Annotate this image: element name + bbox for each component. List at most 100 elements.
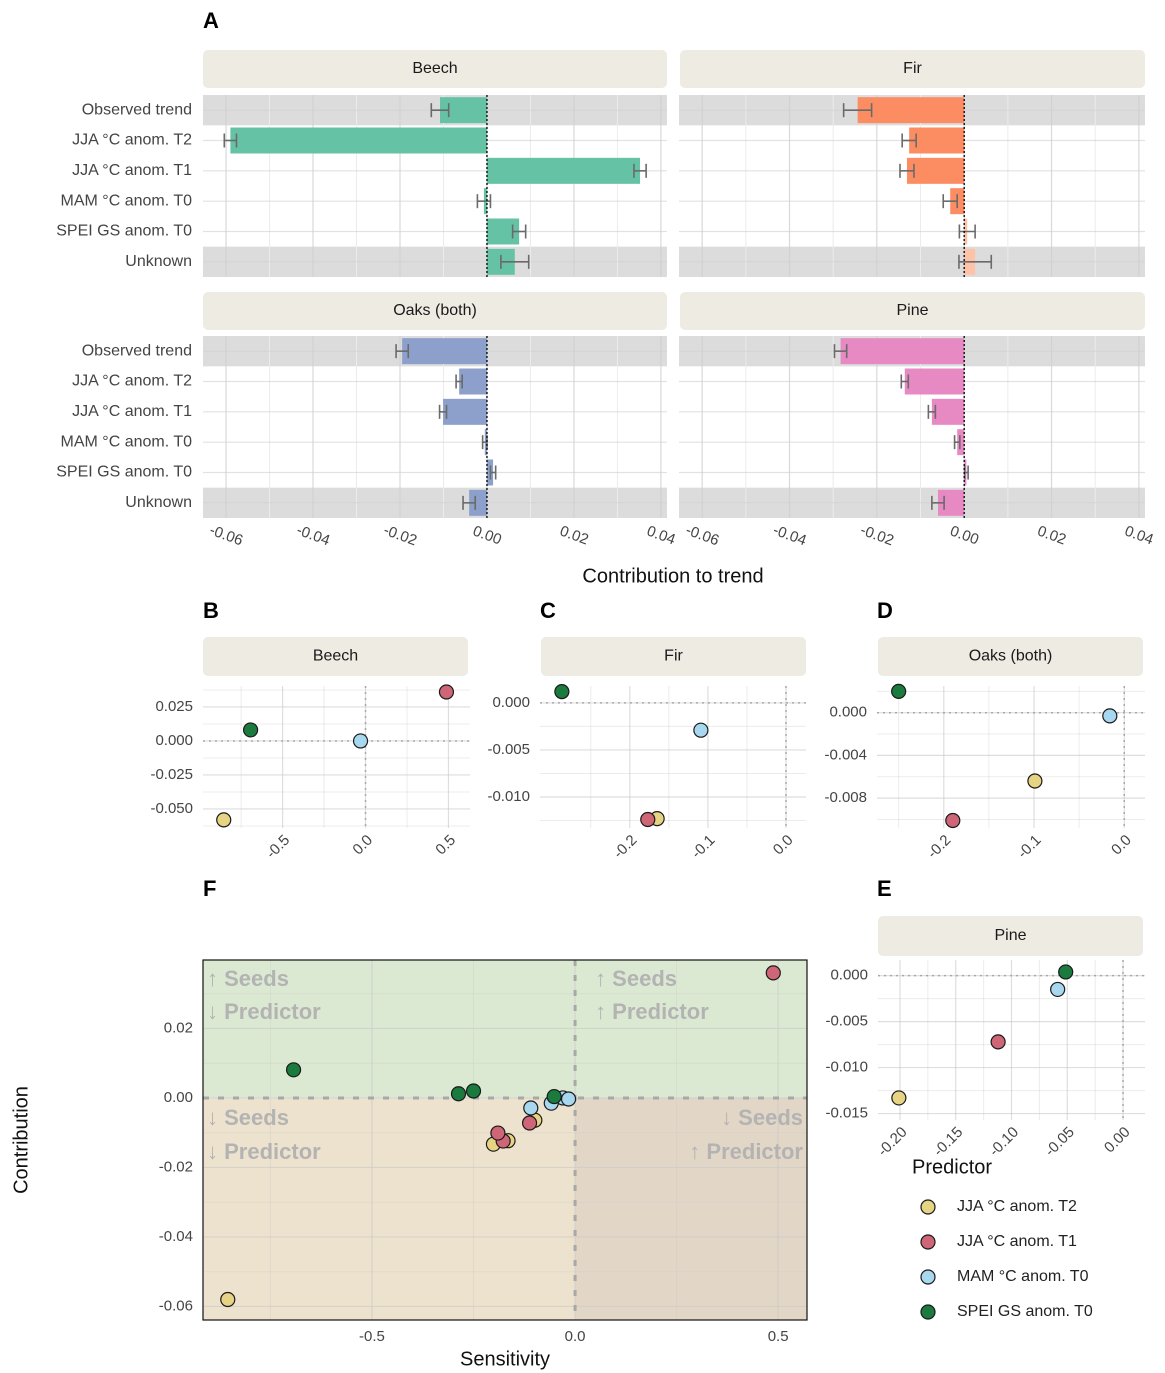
bar: [402, 338, 487, 365]
bar: [230, 127, 487, 154]
quadrant-label: ↓ Predictor: [207, 999, 321, 1024]
x-axis-title: Contribution to trend: [582, 565, 763, 587]
y-tick-label: -0.025: [150, 766, 193, 783]
facet-strip: [680, 50, 1145, 88]
point: [560, 1091, 577, 1107]
x-tick-label: -0.1: [688, 832, 718, 862]
y-tick-label: 0.000: [829, 704, 867, 721]
x-tick-label: -0.10: [986, 1124, 1022, 1160]
error-bar: [958, 224, 976, 239]
point: [693, 722, 709, 738]
point: [1050, 981, 1066, 998]
legend-key: [920, 1269, 936, 1285]
point: [521, 1115, 538, 1131]
facet-title: Pine: [994, 927, 1026, 944]
category-label: Unknown: [125, 494, 192, 511]
x-tick-label: -0.06: [207, 522, 245, 550]
legend-key: [920, 1234, 936, 1250]
point: [765, 965, 781, 981]
x-tick-label: -0.04: [294, 522, 332, 550]
error-bar: [900, 374, 910, 389]
y-tick-label: -0.004: [824, 746, 867, 763]
facet-title: Pine: [896, 302, 928, 319]
error-bar: [476, 194, 492, 209]
y-tick-label: -0.010: [487, 788, 530, 805]
y-tick-label: 0.000: [155, 732, 193, 749]
facet-strip: [680, 292, 1145, 330]
x-axis-title: Sensitivity: [460, 1348, 550, 1370]
facet-title: Oaks (both): [393, 302, 477, 319]
category-label: JJA °C anom. T2: [72, 132, 192, 149]
point: [640, 811, 656, 828]
quadrant-label: ↑ Predictor: [595, 999, 709, 1024]
panel-letter: F: [203, 876, 216, 901]
quadrant: [575, 1097, 807, 1320]
category-label: Observed trend: [82, 342, 192, 359]
facet-title: Fir: [664, 648, 683, 665]
error-bar: [927, 404, 937, 419]
error-bar: [395, 344, 410, 359]
facet-title: Beech: [313, 648, 358, 665]
x-tick-label: 0.00: [471, 523, 504, 549]
error-bar: [438, 404, 448, 419]
legend-title: Predictor: [912, 1156, 992, 1178]
bar: [840, 338, 965, 365]
facet-strip: [203, 50, 667, 88]
x-tick-label: -0.2: [924, 832, 954, 862]
point: [438, 684, 455, 700]
error-bar: [942, 194, 959, 209]
point: [1102, 708, 1118, 724]
panel-letter: D: [877, 598, 893, 623]
x-tick-label: 0.5: [768, 1328, 789, 1345]
quadrant-label: ↑ Seeds: [595, 966, 677, 991]
plot-border: [202, 959, 808, 1321]
facet-title: Fir: [903, 60, 922, 77]
facet-strip: [878, 916, 1143, 956]
category-label: MAM °C anom. T0: [61, 433, 193, 450]
point: [546, 1088, 562, 1105]
y-tick-label: -0.04: [159, 1228, 193, 1245]
panel-letter: B: [203, 598, 219, 623]
x-tick-label: -0.5: [263, 832, 293, 862]
error-bar: [633, 163, 647, 178]
point: [220, 1291, 236, 1308]
category-label: Observed trend: [82, 101, 192, 118]
error-bar: [455, 374, 463, 389]
point: [352, 733, 369, 749]
point: [285, 1062, 302, 1078]
facet-strip: [203, 292, 667, 330]
x-tick-label: 0.00: [948, 523, 981, 549]
legend-label: JJA °C anom. T1: [957, 1233, 1077, 1250]
y-tick-label: -0.050: [150, 800, 193, 817]
x-tick-label: 0.00: [1101, 1124, 1134, 1157]
x-tick-label: 0.04: [1122, 523, 1155, 549]
x-tick-label: 0.02: [1035, 523, 1068, 549]
legend-label: SPEI GS anom. T0: [957, 1303, 1093, 1320]
point: [891, 1090, 907, 1106]
bar: [469, 489, 487, 516]
category-label: SPEI GS anom. T0: [56, 223, 192, 240]
category-label: JJA °C anom. T1: [72, 403, 192, 420]
category-label: MAM °C anom. T0: [61, 192, 193, 209]
x-tick-label: -0.05: [1042, 1124, 1078, 1160]
x-tick-label: -0.2: [610, 832, 640, 862]
error-bar: [511, 224, 527, 239]
facet-title: Beech: [412, 60, 457, 77]
point: [523, 1100, 539, 1116]
x-tick-label: 0.0: [565, 1328, 586, 1345]
bar: [904, 368, 965, 395]
y-tick-label: -0.008: [824, 789, 867, 806]
legend-label: MAM °C anom. T0: [957, 1268, 1089, 1285]
x-tick-label: 0.04: [644, 523, 677, 549]
bar: [931, 398, 965, 425]
x-tick-label: 0.02: [557, 523, 590, 549]
point: [490, 1125, 506, 1141]
y-tick-label: -0.02: [159, 1158, 193, 1175]
error-bar: [833, 344, 848, 359]
y-tick-label: 0.000: [492, 694, 530, 711]
bar: [906, 157, 965, 184]
point: [891, 683, 907, 699]
x-tick-label: 0.0: [770, 832, 797, 859]
x-tick-label: -0.1: [1014, 832, 1044, 862]
